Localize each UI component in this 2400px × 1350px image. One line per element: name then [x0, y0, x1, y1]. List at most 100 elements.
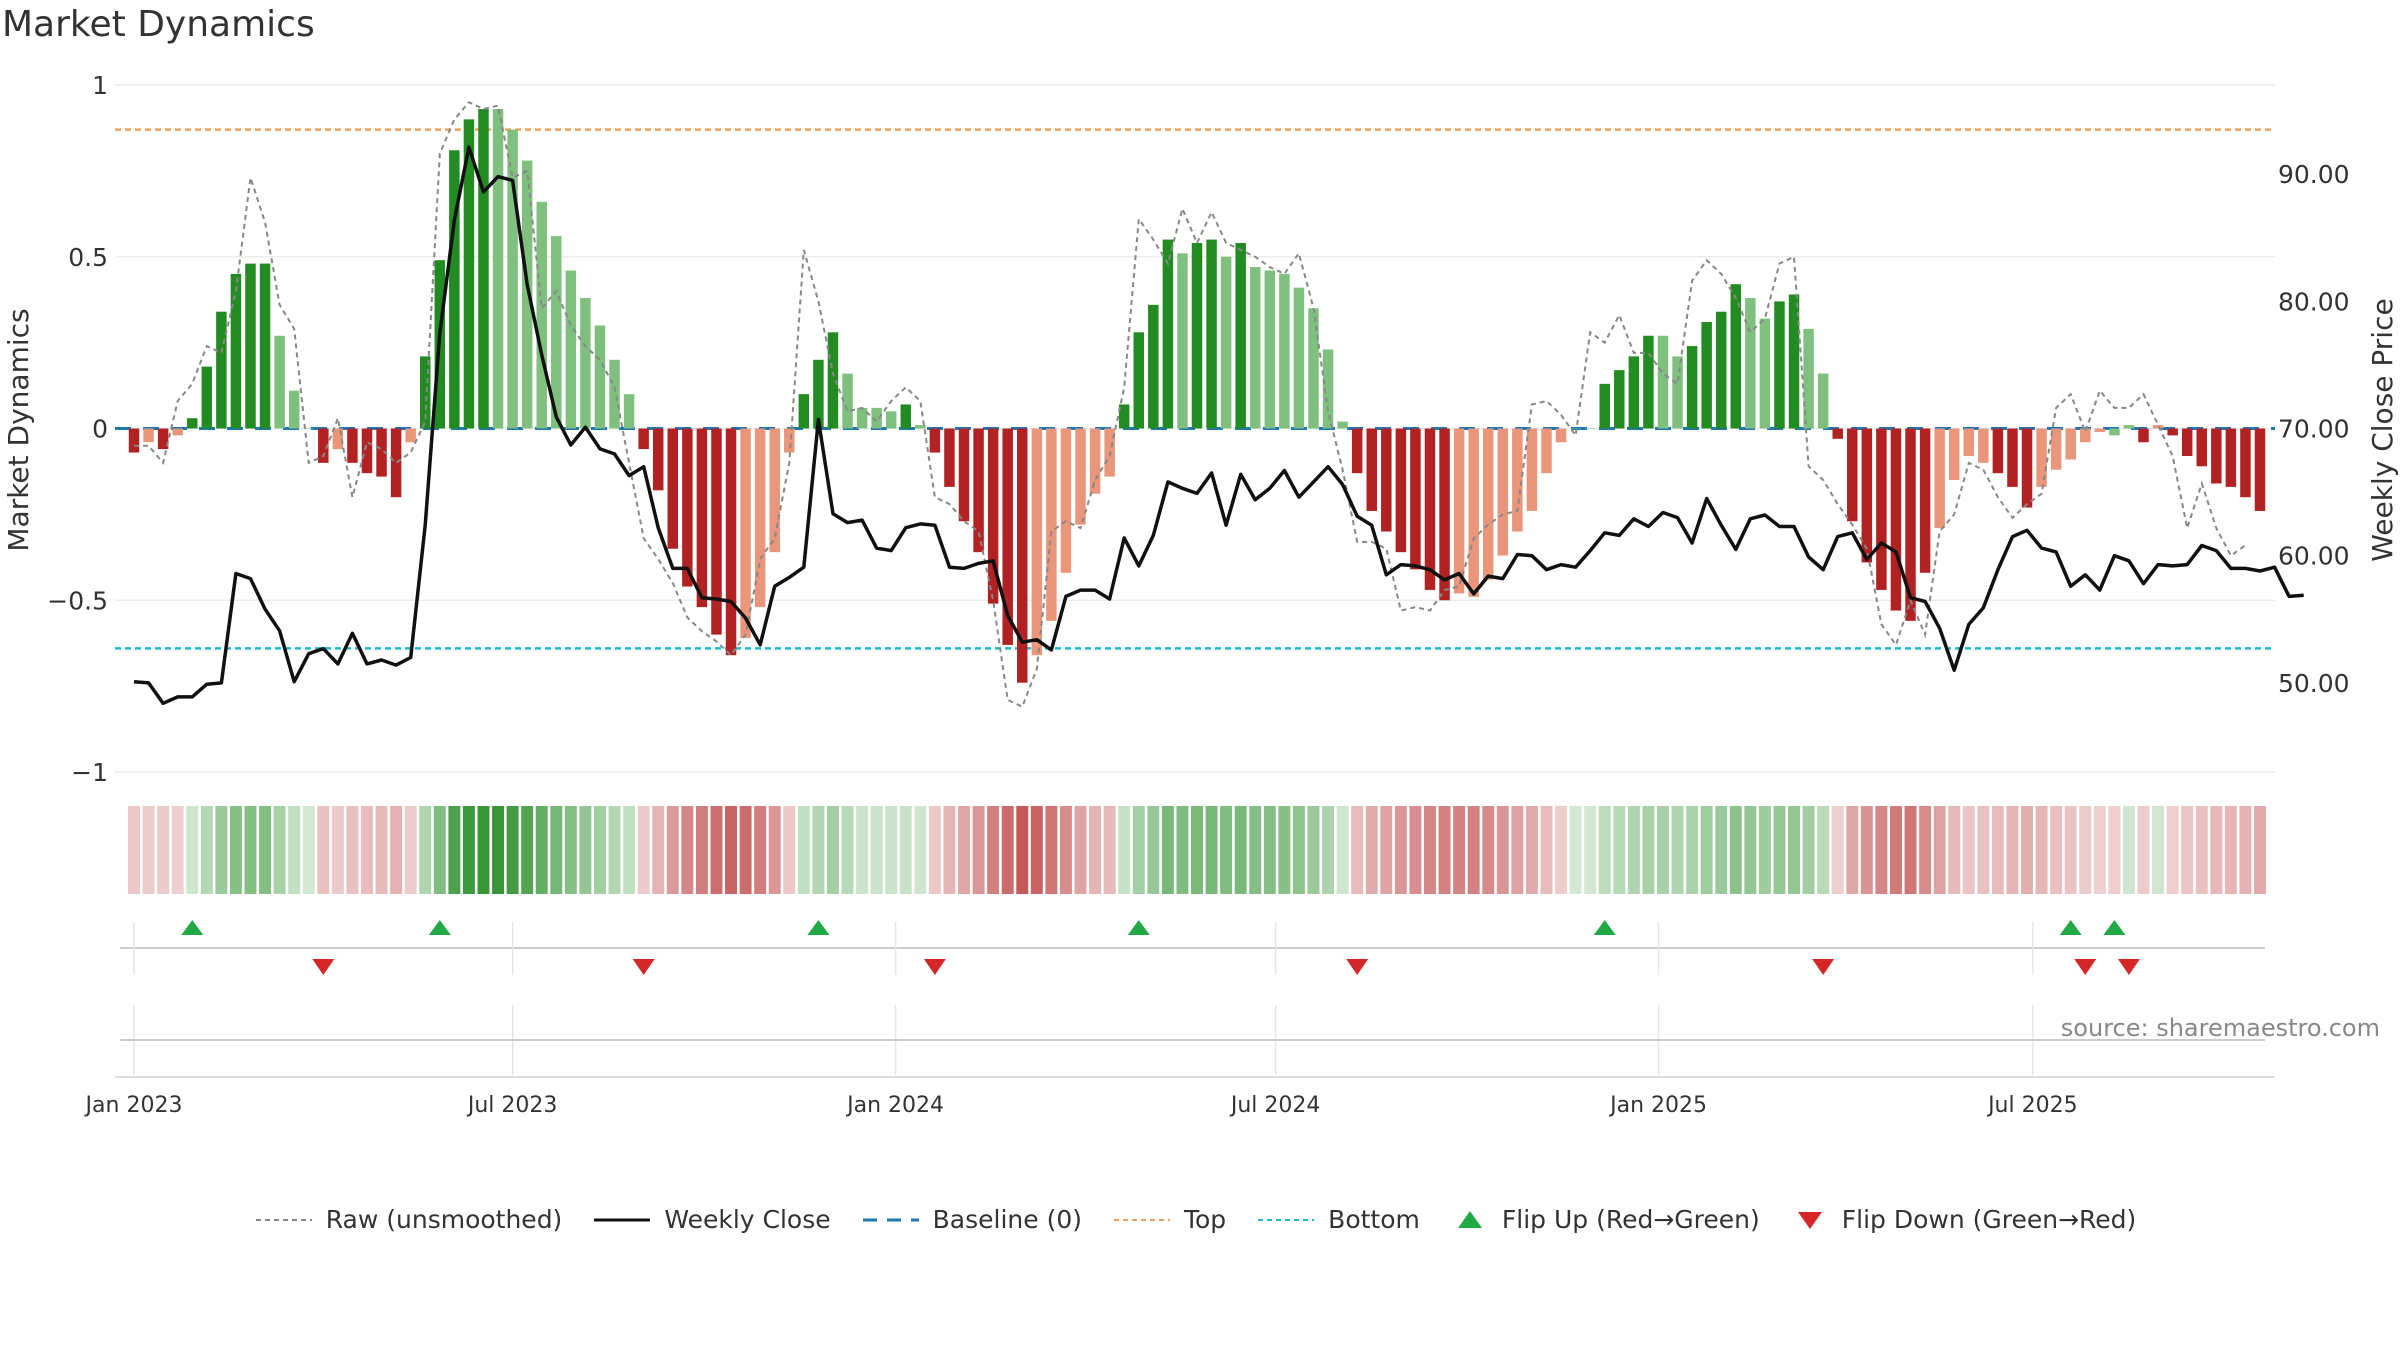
md-bar — [2240, 428, 2251, 498]
regime-cell — [856, 806, 869, 894]
md-bar — [2123, 425, 2135, 429]
regime-cell — [1729, 806, 1742, 894]
triangle-up-icon — [1457, 1210, 1482, 1228]
regime-cell — [2035, 806, 2048, 894]
raw-line-swatch — [255, 1218, 312, 1221]
regime-cell — [914, 806, 927, 894]
legend: Raw (unsmoothed) Weekly Close Baseline (… — [0, 1205, 2400, 1234]
regime-cell — [768, 806, 781, 894]
legend-item-bottom: Bottom — [1256, 1205, 1420, 1234]
regime-cell — [244, 806, 257, 894]
regime-cell — [1380, 806, 1393, 894]
regime-cell — [215, 806, 228, 894]
regime-cell — [972, 806, 985, 894]
md-bar — [361, 428, 373, 474]
regime-cell — [1860, 806, 1873, 894]
md-bar — [711, 428, 722, 635]
md-bar — [216, 311, 227, 429]
regime-cell — [1220, 806, 1233, 894]
regime-cell — [2093, 806, 2106, 894]
md-bar — [1220, 256, 1232, 429]
md-bar — [1002, 428, 1013, 645]
left-tick-label: 1 — [92, 71, 108, 100]
md-bar — [827, 332, 839, 429]
regime-cell — [637, 806, 650, 894]
regime-cell — [1030, 806, 1043, 894]
regime-cell — [1132, 806, 1145, 894]
md-bar — [1060, 428, 1072, 573]
md-bar — [347, 428, 358, 463]
md-bar — [2094, 428, 2106, 432]
md-bar — [245, 263, 256, 429]
regime-cell — [1118, 806, 1131, 894]
md-bar — [1148, 304, 1159, 429]
md-bar — [798, 394, 810, 429]
regime-cell — [564, 806, 577, 894]
md-bar — [536, 201, 547, 429]
md-bar — [390, 428, 402, 498]
md-bar — [1919, 428, 1931, 573]
legend-item-flip-up: Flip Up (Red→Green) — [1450, 1205, 1760, 1234]
regime-cell — [1176, 806, 1189, 894]
y-axis-label-left: Market Dynamics — [2, 308, 35, 551]
regime-cell — [797, 806, 810, 894]
md-bar — [2007, 428, 2018, 487]
regime-cell — [1147, 806, 1160, 894]
regime-cell — [1467, 806, 1480, 894]
md-bar — [1759, 318, 1771, 429]
regime-cell — [1045, 806, 1058, 894]
regime-cell — [623, 806, 636, 894]
md-bar — [1482, 428, 1494, 580]
regime-cell — [1758, 806, 1771, 894]
md-bar — [521, 160, 533, 429]
md-bar — [1934, 428, 1945, 529]
legend-item-raw: Raw (unsmoothed) — [254, 1205, 562, 1234]
flip-up-marker — [428, 920, 451, 935]
regime-cell — [535, 806, 548, 894]
regime-cell — [943, 806, 956, 894]
regime-cell — [1424, 806, 1436, 894]
regime-cell — [1904, 806, 1917, 894]
x-tick-label: Jan 2024 — [845, 1093, 944, 1118]
md-bar — [332, 428, 344, 450]
regime-cell — [346, 806, 359, 894]
legend-item-flip-down: Flip Down (Green→Red) — [1790, 1205, 2136, 1234]
md-bar — [449, 150, 460, 429]
regime-cell — [1336, 806, 1349, 894]
regime-cell — [1089, 806, 1102, 894]
regime-cell — [1584, 806, 1597, 894]
md-bar — [1555, 428, 1567, 443]
legend-label-close: Weekly Close — [664, 1205, 831, 1234]
md-bar — [1439, 428, 1450, 601]
md-bar — [1017, 428, 1028, 683]
flip-down-marker — [2117, 959, 2140, 975]
weekly-close-line — [133, 145, 2304, 706]
md-bar — [1453, 428, 1465, 594]
md-bar — [871, 407, 882, 429]
regime-cell — [2239, 806, 2252, 894]
baseline-swatch — [862, 1218, 919, 1221]
right-tick-label: 80.00 — [2278, 287, 2350, 316]
md-bar — [376, 428, 387, 477]
regime-cell — [1394, 806, 1407, 894]
left-tick-label: 0.5 — [68, 243, 108, 272]
flip-up-marker — [807, 920, 830, 935]
regime-cell — [1001, 806, 1014, 894]
regime-cell — [331, 806, 344, 894]
md-bar — [259, 263, 271, 429]
md-bar — [1584, 428, 1596, 429]
legend-label-flip-up: Flip Up (Red→Green) — [1501, 1205, 1760, 1234]
regime-cell — [1365, 806, 1378, 894]
regime-cell — [1613, 806, 1626, 894]
md-bar — [1410, 428, 1421, 570]
regime-cell — [1846, 806, 1859, 894]
regime-cell — [1205, 806, 1218, 894]
regime-cell — [2137, 806, 2150, 894]
regime-cell — [1059, 806, 1072, 894]
regime-cell — [433, 806, 446, 894]
regime-cell — [652, 806, 665, 894]
regime-cell — [1511, 806, 1524, 894]
regime-cell — [1919, 806, 1932, 894]
regime-cell — [171, 806, 184, 894]
